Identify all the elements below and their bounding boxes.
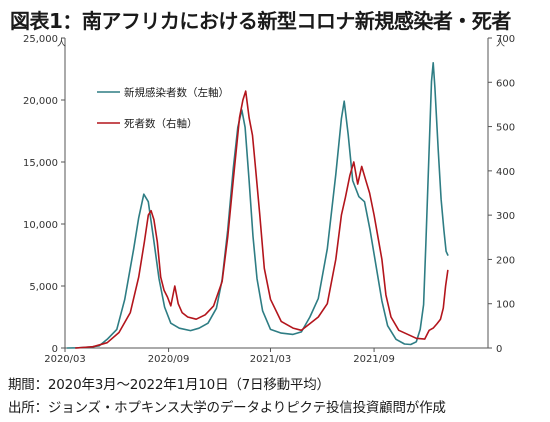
- right-tick-label: 200: [496, 255, 515, 266]
- x-tick-label: 2020/03: [44, 354, 86, 365]
- cases-series-line: [66, 61, 449, 349]
- x-tick-label: 2020/09: [148, 354, 190, 365]
- x-tick-labels: 2020/03 2020/09 2021/03 2021/09: [44, 348, 395, 365]
- left-tick-labels: 0 5,000 10,000 15,000 20,000 25,000: [23, 34, 65, 355]
- period-note: 期間：2020年3月～2022年1月10日（7日移動平均）: [8, 377, 330, 393]
- right-tick-label: 500: [496, 123, 515, 134]
- right-axis: 0 100 200 300 400 500 600 700 人: [487, 34, 515, 355]
- right-tick-label: 600: [496, 78, 515, 89]
- x-axis: 2020/03 2020/09 2021/03 2021/09: [44, 347, 488, 365]
- left-tick-label: 10,000: [23, 220, 58, 231]
- right-tick-label: 100: [496, 300, 515, 311]
- left-axis-unit: 人: [57, 38, 66, 49]
- right-tick-label: 0: [496, 344, 502, 355]
- left-tick-label: 15,000: [23, 158, 58, 169]
- source-note: 出所：ジョンズ・ホプキンス大学のデータよりピクテ投信投資顧問が作成: [8, 400, 446, 416]
- legend-label-cases: 新規感染者数（左軸）: [124, 86, 229, 99]
- series-lines: [66, 61, 449, 349]
- chart-title: 図表1：南アフリカにおける新型コロナ新規感染者・死者: [10, 9, 511, 33]
- right-tick-label: 300: [496, 211, 515, 222]
- left-tick-label: 0: [52, 344, 58, 355]
- left-tick-label: 5,000: [29, 282, 58, 293]
- right-tick-labels: 0 100 200 300 400 500 600 700: [488, 34, 515, 355]
- legend: 新規感染者数（左軸） 死者数（右軸）: [97, 86, 229, 130]
- left-axis: 0 5,000 10,000 15,000 20,000 25,000 人: [23, 34, 66, 355]
- x-tick-label: 2021/09: [353, 354, 395, 365]
- x-tick-label: 2021/03: [250, 354, 292, 365]
- left-tick-label: 20,000: [23, 96, 58, 107]
- right-tick-label: 700: [496, 34, 515, 45]
- right-tick-label: 400: [496, 167, 515, 178]
- left-tick-label: 25,000: [23, 34, 58, 45]
- legend-label-deaths: 死者数（右軸）: [124, 117, 198, 130]
- right-axis-unit: 人: [496, 38, 505, 49]
- deaths-series-line: [74, 90, 449, 349]
